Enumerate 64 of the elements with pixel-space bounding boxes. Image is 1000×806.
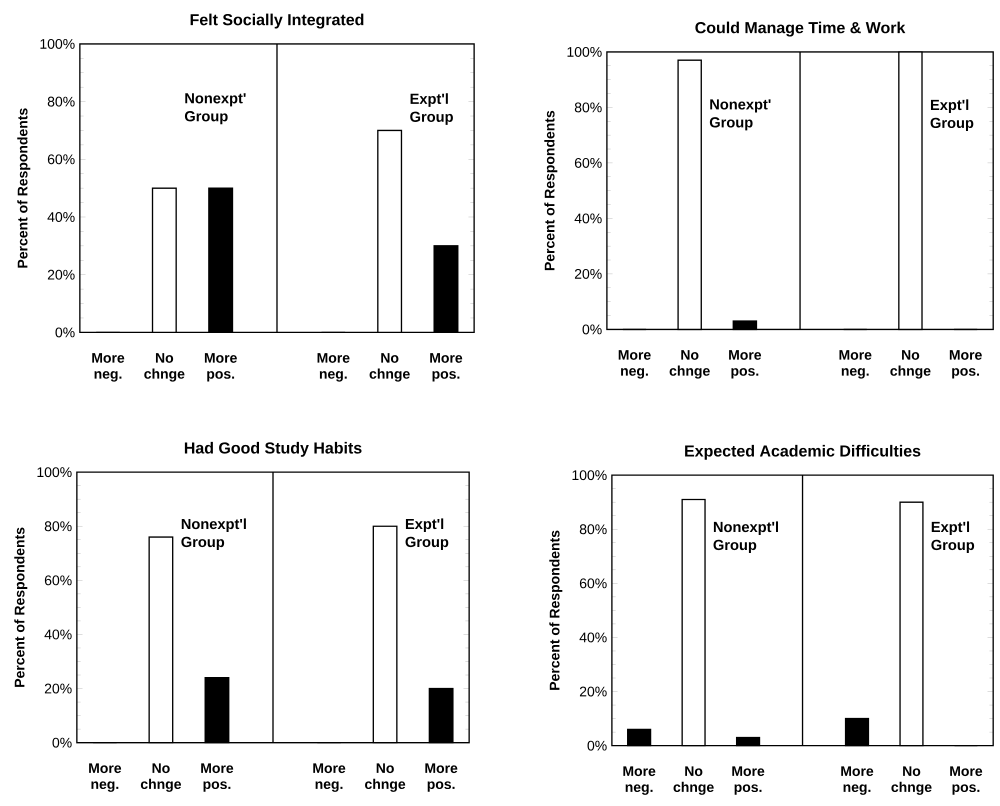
- annotation: Expt'l Group: [931, 522, 974, 554]
- x-tick-label: More neg.: [841, 766, 874, 796]
- y-axis-title: Percent of Respondents: [549, 530, 562, 690]
- annotation: Nonexpt'l Group: [181, 518, 246, 550]
- chart-title: Had Good Study Habits: [184, 442, 362, 458]
- x-tick-label: More pos.: [950, 350, 982, 379]
- x-tick-label: No chnge: [365, 764, 406, 792]
- x-tick-label: More pos.: [204, 353, 237, 382]
- y-tick-label: 40%: [580, 632, 607, 643]
- x-tick-label: More pos.: [729, 350, 762, 379]
- y-axis-title: Percent of Respondents: [544, 111, 558, 270]
- x-tick-label: No chnge: [890, 350, 931, 379]
- x-tick-label: More pos.: [732, 766, 764, 796]
- y-tick-label: 40%: [574, 214, 602, 224]
- x-tick-label: More pos.: [201, 764, 234, 792]
- y-tick-label: 0%: [588, 740, 607, 751]
- y-tick-label: 20%: [574, 269, 602, 280]
- x-tick-label: More neg.: [92, 353, 124, 382]
- annotation: Expt'l Group: [930, 100, 974, 132]
- y-axis-title: Percent of Respondents: [14, 528, 28, 688]
- x-tick-label: No chnge: [674, 766, 714, 796]
- x-tick-label: More neg.: [89, 764, 122, 792]
- annotation: Nonexpt'l Group: [714, 522, 778, 554]
- x-tick-label: No chnge: [144, 353, 184, 382]
- chart-title: Felt Socially Integrated: [190, 14, 364, 29]
- x-tick-label: More neg.: [623, 766, 656, 796]
- annotation: Nonexpt' Group: [710, 100, 771, 131]
- y-tick-label: 60%: [48, 154, 75, 164]
- y-tick-label: 0%: [56, 328, 75, 338]
- x-tick-label: More neg.: [313, 764, 346, 792]
- y-tick-label: 100%: [40, 39, 75, 50]
- x-tick-label: No chnge: [670, 350, 710, 379]
- y-tick-label: 40%: [47, 212, 75, 222]
- x-tick-label: No chnge: [140, 764, 182, 792]
- x-tick-label: More neg.: [839, 350, 872, 379]
- x-tick-label: No chnge: [370, 353, 410, 382]
- x-tick-label: More pos.: [425, 764, 458, 792]
- y-tick-label: 60%: [580, 578, 607, 589]
- y-tick-label: 100%: [37, 467, 72, 478]
- y-tick-label: 60%: [574, 158, 602, 168]
- y-tick-label: 0%: [582, 324, 602, 335]
- y-tick-label: 20%: [580, 686, 607, 697]
- y-tick-label: 100%: [572, 470, 607, 480]
- x-tick-label: More pos.: [430, 353, 462, 382]
- y-axis-title: Percent of Respondents: [17, 108, 30, 268]
- y-tick-label: 80%: [48, 96, 75, 107]
- annotation: Expt'l Group: [410, 93, 453, 126]
- y-tick-label: 0%: [52, 738, 72, 748]
- y-tick-label: 40%: [44, 630, 72, 640]
- y-tick-label: 20%: [48, 270, 75, 280]
- y-tick-label: 100%: [568, 47, 602, 58]
- y-tick-label: 80%: [574, 102, 602, 113]
- annotation: Nonexpt' Group: [184, 93, 246, 125]
- x-tick-label: More pos.: [950, 766, 982, 796]
- chart-title: Could Manage Time & Work: [695, 22, 906, 37]
- x-tick-label: More neg.: [318, 353, 350, 382]
- chart-title: Expected Academic Difficulties: [685, 445, 920, 460]
- annotation: Expt'l Group: [406, 518, 448, 550]
- y-tick-label: 60%: [44, 576, 72, 586]
- x-tick-label: No chnge: [891, 766, 932, 796]
- x-tick-label: More neg.: [618, 350, 651, 379]
- y-tick-label: 80%: [580, 524, 607, 534]
- y-tick-label: 80%: [44, 522, 72, 532]
- y-tick-label: 20%: [44, 684, 72, 694]
